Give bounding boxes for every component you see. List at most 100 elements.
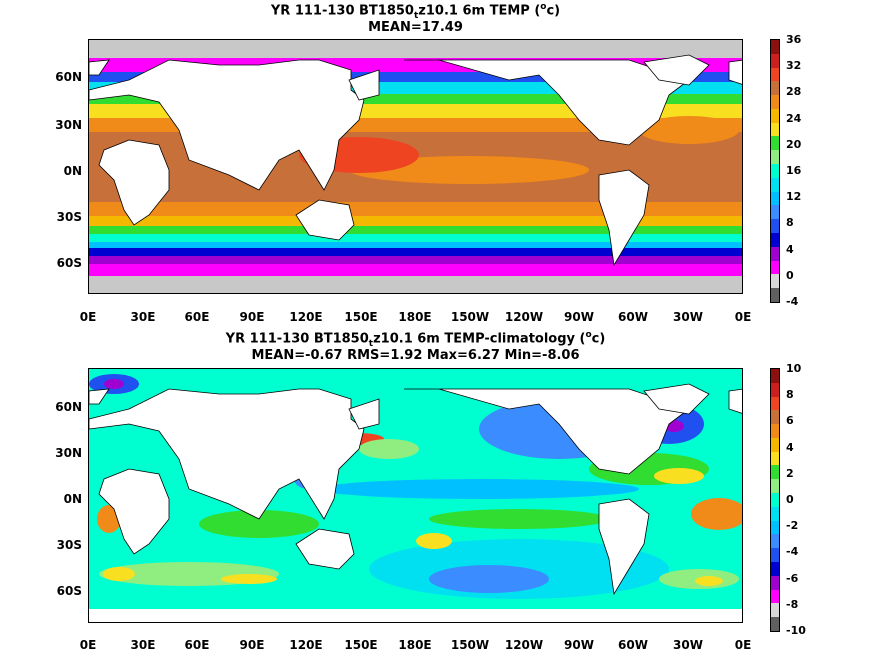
top-lon-180e: 180E xyxy=(398,310,432,324)
colorbar-tick-label: 4 xyxy=(786,440,794,454)
colorbar-segment xyxy=(771,603,779,618)
colorbar-segment xyxy=(771,205,779,220)
colorbar-segment xyxy=(771,122,779,137)
bottom-lon-150e: 150E xyxy=(344,638,378,652)
colorbar-tick-label: -4 xyxy=(786,295,799,308)
colorbar-segment xyxy=(771,40,779,54)
colorbar-tick-label: 8 xyxy=(786,216,794,230)
bottom-colorbar xyxy=(770,368,780,632)
colorbar-segment xyxy=(771,95,779,109)
colorbar-tick-label: 20 xyxy=(786,137,802,151)
bottom-lon-90e: 90E xyxy=(239,638,265,652)
colorbar-tick-label: 0 xyxy=(786,493,794,506)
colorbar-segment xyxy=(771,369,779,383)
top-lat-60s: 60S xyxy=(56,256,82,270)
bottom-lon-150w: 150W xyxy=(450,638,490,652)
colorbar-tick-label: -6 xyxy=(786,571,799,585)
colorbar-segment xyxy=(771,465,779,480)
colorbar-segment xyxy=(771,81,779,96)
top-lon-120w: 120W xyxy=(504,310,544,324)
bottom-lat-60s: 60S xyxy=(56,584,82,598)
bottom-title: YR 111-130 BT1850tz10.1 6m TEMP-climatol… xyxy=(225,330,606,349)
bottom-lon-30e: 30E xyxy=(130,638,156,652)
colorbar-tick-label: 10 xyxy=(786,362,802,375)
colorbar-segment xyxy=(771,534,779,549)
colorbar-segment xyxy=(771,108,779,123)
colorbar-segment xyxy=(771,561,779,576)
colorbar-segment xyxy=(771,424,779,438)
top-lon-30w: 30W xyxy=(673,310,703,324)
colorbar-segment xyxy=(771,617,779,631)
top-lon-150w: 150W xyxy=(450,310,490,324)
bottom-lon-30w: 30W xyxy=(673,638,703,652)
colorbar-segment xyxy=(771,520,779,535)
colorbar-tick-label: 24 xyxy=(786,111,802,125)
bottom-lon-0e-end: 0E xyxy=(734,638,752,652)
colorbar-segment xyxy=(771,246,779,261)
top-lon-30e: 30E xyxy=(130,310,156,324)
colorbar-tick-label: 6 xyxy=(786,414,794,428)
colorbar-segment xyxy=(771,589,779,604)
colorbar-tick-label: 32 xyxy=(786,59,802,73)
top-colorbar xyxy=(770,39,780,303)
colorbar-segment xyxy=(771,506,779,521)
bottom-lat-60n: 60N xyxy=(55,400,82,414)
colorbar-tick-label: -10 xyxy=(786,624,806,637)
bottom-lon-60w: 60W xyxy=(618,638,648,652)
bottom-stats: MEAN=-0.67 RMS=1.92 Max=6.27 Min=-8.06 xyxy=(251,348,580,363)
bottom-lat-30n: 30N xyxy=(55,446,82,460)
colorbar-segment xyxy=(771,177,779,192)
colorbar-tick-label: 8 xyxy=(786,388,794,402)
colorbar-segment xyxy=(771,191,779,206)
colorbar-segment xyxy=(771,164,779,178)
bottom-anomaly-map xyxy=(88,368,743,623)
colorbar-tick-label: 0 xyxy=(786,268,794,282)
top-lat-30s: 30S xyxy=(56,210,82,224)
colorbar-segment xyxy=(771,575,779,590)
top-lat-0n: 0N xyxy=(63,164,82,178)
colorbar-tick-label: -4 xyxy=(786,545,799,559)
top-lon-60e: 60E xyxy=(184,310,210,324)
colorbar-tick-label: 28 xyxy=(786,85,802,99)
colorbar-segment xyxy=(771,479,779,494)
colorbar-segment xyxy=(771,232,779,247)
top-lon-150e: 150E xyxy=(344,310,378,324)
colorbar-segment xyxy=(771,410,779,425)
top-lon-0e: 0E xyxy=(79,310,97,324)
bottom-lat-0n: 0N xyxy=(63,492,82,506)
colorbar-segment xyxy=(771,493,779,507)
top-lon-90w: 90W xyxy=(564,310,594,324)
top-lat-30n: 30N xyxy=(55,118,82,132)
bottom-lon-120e: 120E xyxy=(289,638,323,652)
colorbar-segment xyxy=(771,451,779,466)
top-title: YR 111-130 BT1850tz10.1 6m TEMP (oc) xyxy=(270,2,561,21)
colorbar-tick-label: -2 xyxy=(786,519,799,533)
top-sst-map xyxy=(88,39,743,294)
top-stats: MEAN=17.49 xyxy=(368,20,463,35)
colorbar-segment xyxy=(771,219,779,233)
top-lon-120e: 120E xyxy=(289,310,323,324)
bottom-lon-120w: 120W xyxy=(504,638,544,652)
bottom-lon-180e: 180E xyxy=(398,638,432,652)
colorbar-segment xyxy=(771,437,779,452)
bottom-lat-30s: 30S xyxy=(56,538,82,552)
bottom-lon-60e: 60E xyxy=(184,638,210,652)
colorbar-tick-label: 36 xyxy=(786,33,802,46)
top-lon-60w: 60W xyxy=(618,310,648,324)
colorbar-segment xyxy=(771,53,779,68)
colorbar-tick-label: 2 xyxy=(786,466,794,480)
colorbar-segment xyxy=(771,288,779,302)
colorbar-tick-label: -8 xyxy=(786,597,799,611)
top-lon-90e: 90E xyxy=(239,310,265,324)
colorbar-tick-label: 16 xyxy=(786,164,802,177)
colorbar-segment xyxy=(771,274,779,289)
top-lon-0e-end: 0E xyxy=(734,310,752,324)
bottom-lon-0e: 0E xyxy=(79,638,97,652)
colorbar-segment xyxy=(771,136,779,151)
top-lat-60n: 60N xyxy=(55,70,82,84)
colorbar-segment xyxy=(771,67,779,82)
colorbar-segment xyxy=(771,260,779,275)
bottom-lon-90w: 90W xyxy=(564,638,594,652)
colorbar-segment xyxy=(771,382,779,397)
colorbar-segment xyxy=(771,396,779,411)
